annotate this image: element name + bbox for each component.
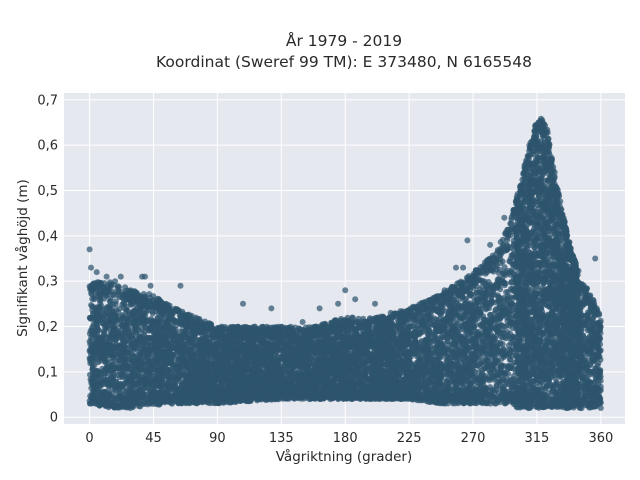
data-point xyxy=(101,295,108,302)
data-point xyxy=(501,264,508,271)
data-point xyxy=(499,341,506,348)
data-points xyxy=(86,115,604,412)
data-point xyxy=(499,376,506,383)
data-point xyxy=(411,322,418,329)
